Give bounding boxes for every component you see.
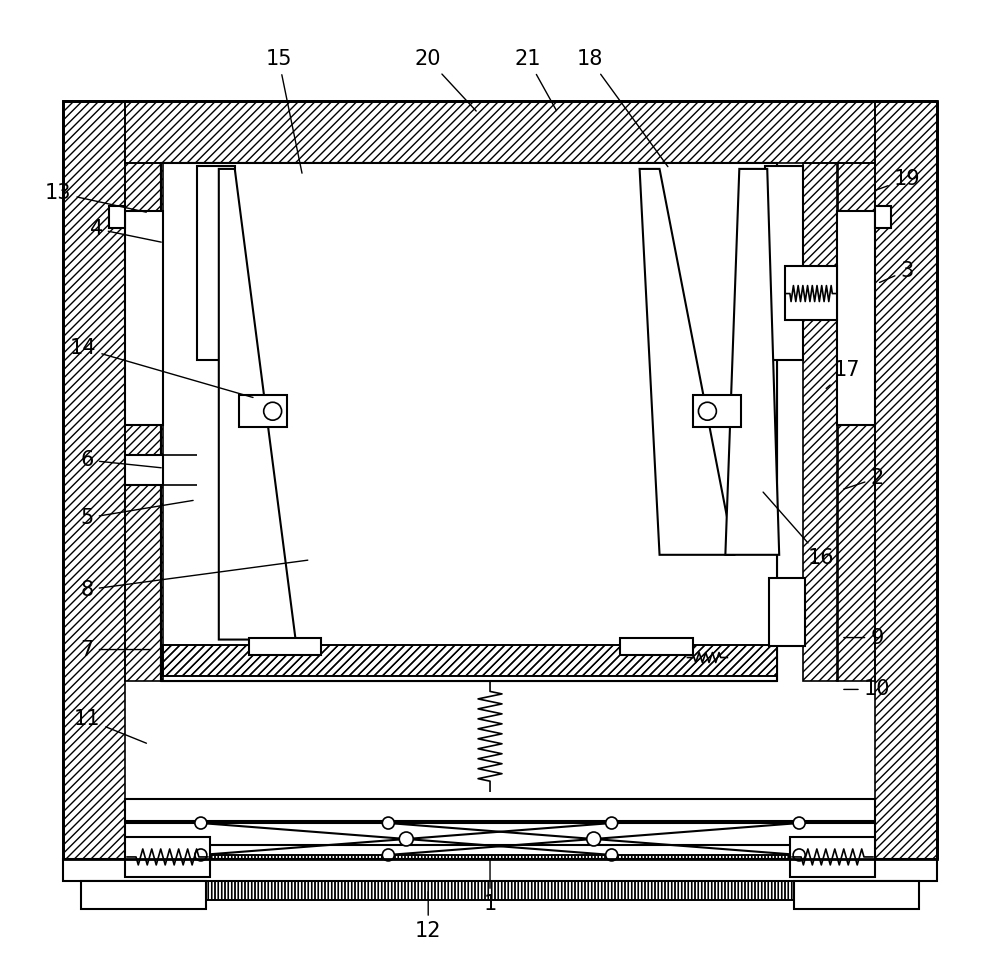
- Text: 18: 18: [577, 49, 668, 167]
- Polygon shape: [837, 211, 875, 425]
- Polygon shape: [640, 169, 734, 555]
- Text: 11: 11: [74, 710, 146, 743]
- Circle shape: [793, 817, 805, 829]
- Polygon shape: [125, 855, 875, 900]
- Circle shape: [195, 849, 207, 861]
- Text: 21: 21: [515, 49, 556, 110]
- Text: 16: 16: [763, 492, 834, 567]
- Text: 2: 2: [844, 468, 884, 489]
- Polygon shape: [769, 578, 805, 645]
- Polygon shape: [239, 395, 287, 427]
- Circle shape: [264, 403, 282, 420]
- Polygon shape: [693, 395, 741, 427]
- Polygon shape: [725, 169, 779, 555]
- Polygon shape: [785, 265, 837, 321]
- Text: 6: 6: [80, 450, 161, 470]
- Circle shape: [606, 817, 618, 829]
- Polygon shape: [125, 837, 210, 877]
- Polygon shape: [125, 823, 875, 845]
- Polygon shape: [109, 206, 125, 228]
- Circle shape: [382, 849, 394, 861]
- Polygon shape: [125, 211, 163, 425]
- Circle shape: [606, 849, 618, 861]
- Text: 8: 8: [81, 561, 308, 600]
- Text: 10: 10: [844, 680, 890, 699]
- Polygon shape: [197, 166, 235, 361]
- Text: 13: 13: [45, 183, 146, 213]
- Circle shape: [698, 403, 716, 420]
- Text: 12: 12: [415, 891, 441, 941]
- Circle shape: [195, 817, 207, 829]
- Polygon shape: [161, 163, 777, 682]
- Circle shape: [399, 832, 413, 846]
- Circle shape: [587, 832, 601, 846]
- Polygon shape: [765, 166, 803, 361]
- Text: 1: 1: [483, 860, 497, 914]
- Polygon shape: [249, 638, 321, 654]
- Polygon shape: [875, 206, 891, 228]
- Text: 19: 19: [877, 169, 920, 190]
- Text: 14: 14: [70, 338, 253, 398]
- Polygon shape: [81, 880, 206, 909]
- Circle shape: [382, 817, 394, 829]
- Text: 7: 7: [81, 640, 150, 659]
- Polygon shape: [125, 455, 163, 485]
- Text: 15: 15: [265, 49, 302, 174]
- Text: 3: 3: [879, 260, 913, 283]
- Polygon shape: [794, 880, 919, 909]
- Polygon shape: [790, 837, 875, 877]
- Polygon shape: [63, 101, 937, 859]
- Text: 5: 5: [81, 500, 193, 527]
- Text: 4: 4: [90, 218, 161, 242]
- Polygon shape: [620, 638, 693, 654]
- Polygon shape: [163, 644, 777, 677]
- Text: 9: 9: [844, 628, 884, 647]
- Text: 20: 20: [415, 49, 476, 111]
- Text: 17: 17: [826, 361, 860, 388]
- Polygon shape: [125, 800, 875, 821]
- Circle shape: [793, 849, 805, 861]
- Polygon shape: [219, 169, 296, 640]
- Polygon shape: [63, 859, 937, 880]
